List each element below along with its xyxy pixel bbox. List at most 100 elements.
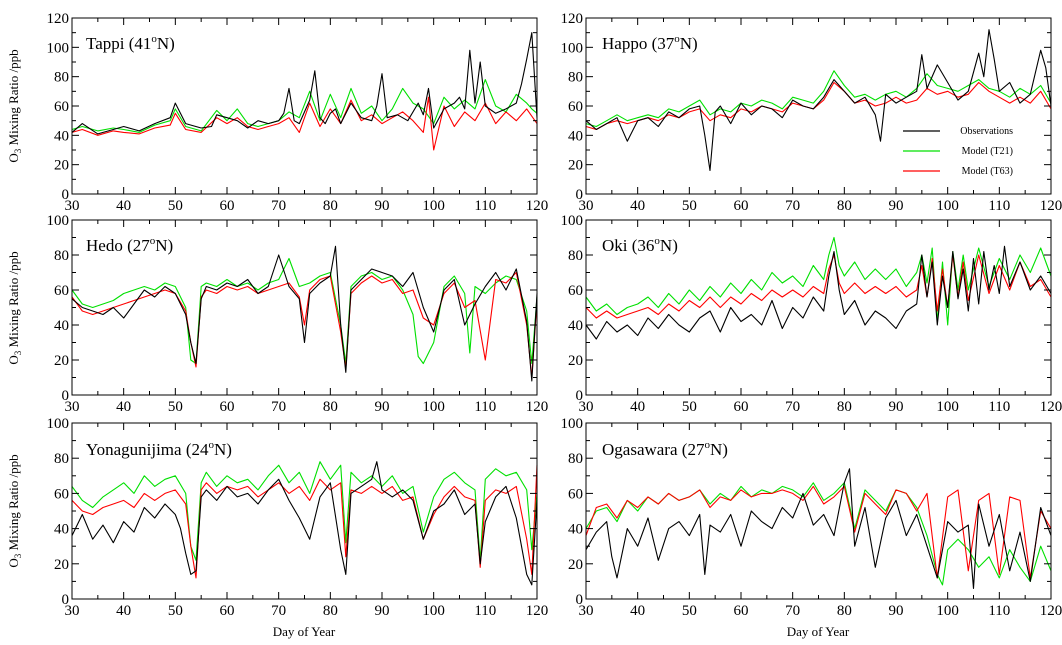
x-tick-label: 80 — [323, 603, 338, 619]
x-tick-label: 80 — [323, 198, 338, 214]
x-tick-label: 60 — [220, 198, 235, 214]
y-tick-label: 40 — [568, 318, 583, 334]
y-tick-label: 100 — [47, 213, 70, 229]
y-tick-label: 100 — [561, 40, 584, 56]
x-tick-label: 120 — [526, 399, 549, 415]
x-tick-label: 90 — [889, 198, 904, 214]
y-tick-label: 40 — [54, 128, 69, 144]
y-tick-label: 20 — [568, 557, 583, 573]
x-tick-label: 100 — [422, 603, 445, 619]
x-tick-label: 80 — [837, 198, 852, 214]
x-tick-label: 50 — [682, 603, 697, 619]
legend-label-model-t21: Model (T21) — [962, 146, 1013, 157]
station-latitude: 27 — [133, 236, 151, 255]
y-tick-label: 20 — [54, 158, 69, 174]
station-name: Tappi — [86, 34, 125, 53]
x-tick-label: 90 — [375, 603, 390, 619]
y-tick-label: 20 — [568, 353, 583, 369]
x-tick-label: 60 — [734, 399, 749, 415]
x-tick-label: 50 — [168, 603, 183, 619]
legend-label-model-t63: Model (T63) — [962, 166, 1013, 177]
station-name: Happo — [602, 34, 647, 53]
x-axis-title: Day of Year — [273, 624, 336, 639]
x-tick-label: 50 — [682, 198, 697, 214]
x-tick-label: 80 — [837, 603, 852, 619]
x-tick-label: 70 — [271, 399, 286, 415]
y-tick-label: 40 — [568, 522, 583, 538]
x-tick-label: 60 — [734, 603, 749, 619]
series-layer — [586, 469, 1051, 589]
series-line-observations — [586, 246, 1051, 339]
y-tick-label: 80 — [568, 451, 583, 467]
series-line-model-t63 — [586, 83, 1051, 130]
series-line-model-t21 — [586, 71, 1051, 127]
x-tick-label: 50 — [168, 198, 183, 214]
series-line-observations — [72, 246, 537, 381]
y-axis-title: O3 Mixing Ratio /ppb — [6, 454, 23, 567]
hemisphere: N — [157, 34, 169, 53]
x-tick-label: 30 — [65, 603, 80, 619]
x-tick-label: 40 — [630, 603, 645, 619]
x-tick-label: 100 — [422, 399, 445, 415]
series-line-model-t21 — [72, 462, 537, 561]
y-tick-label: 20 — [568, 158, 583, 174]
y-tick-label: 100 — [47, 416, 70, 432]
x-tick-label: 110 — [474, 399, 496, 415]
x-tick-label: 60 — [220, 603, 235, 619]
x-tick-label: 90 — [375, 198, 390, 214]
hemisphere: N — [680, 34, 692, 53]
hemisphere: N — [214, 440, 226, 459]
station-name: Hedo — [86, 236, 123, 255]
legend: Observations Model (T21) Model (T63) — [903, 126, 1013, 177]
series-line-model-t63 — [586, 255, 1051, 318]
y-tick-label: 120 — [47, 11, 70, 27]
x-tick-label: 40 — [630, 399, 645, 415]
series-line-observations — [586, 469, 1051, 589]
x-tick-label: 60 — [734, 198, 749, 214]
x-tick-label: 100 — [936, 198, 959, 214]
y-tick-label: 120 — [561, 11, 584, 27]
x-axis-title: Day of Year — [787, 624, 850, 639]
station-latitude: 41 — [134, 34, 151, 53]
x-tick-label: 110 — [988, 603, 1010, 619]
x-tick-label: 70 — [785, 603, 800, 619]
x-tick-label: 30 — [579, 198, 594, 214]
y-tick-label: 60 — [54, 283, 69, 299]
x-tick-label: 70 — [271, 603, 286, 619]
x-tick-label: 110 — [988, 399, 1010, 415]
x-tick-label: 110 — [988, 198, 1010, 214]
x-tick-label: 30 — [579, 399, 594, 415]
series-line-model-t21 — [72, 80, 537, 133]
y-tick-label: 60 — [54, 99, 69, 115]
x-tick-label: 120 — [526, 198, 549, 214]
panel-title: Yonagunijima (24oN) — [86, 439, 232, 459]
series-layer — [586, 238, 1051, 340]
station-name: Oki — [602, 236, 628, 255]
y-axis-title: O3 Mixing Ratio /ppb — [6, 49, 23, 162]
y-tick-label: 100 — [47, 40, 70, 56]
x-tick-label: 120 — [1040, 399, 1062, 415]
station-latitude: 37 — [657, 34, 675, 53]
x-tick-label: 100 — [936, 603, 959, 619]
hemisphere: N — [660, 236, 672, 255]
y-tick-label: 80 — [54, 451, 69, 467]
y-tick-label: 80 — [568, 70, 583, 86]
x-tick-label: 70 — [785, 198, 800, 214]
y-tick-label: 100 — [561, 213, 584, 229]
x-tick-label: 80 — [323, 399, 338, 415]
y-tick-label: 20 — [54, 557, 69, 573]
panel-title: Oki (36oN) — [602, 235, 678, 255]
y-tick-label: 60 — [568, 283, 583, 299]
x-tick-label: 30 — [65, 198, 80, 214]
x-tick-label: 100 — [422, 198, 445, 214]
y-tick-label: 80 — [54, 248, 69, 264]
series-layer — [72, 246, 537, 381]
x-tick-label: 80 — [837, 399, 852, 415]
y-tick-label: 100 — [561, 416, 584, 432]
x-tick-label: 70 — [271, 198, 286, 214]
